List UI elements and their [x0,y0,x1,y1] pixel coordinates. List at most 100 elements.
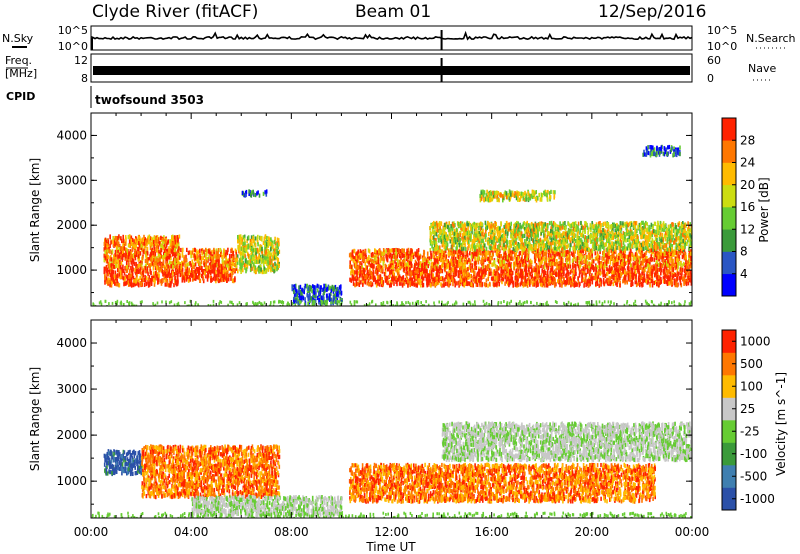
data-cell [354,257,357,262]
data-cell [197,258,199,264]
data-cell [572,252,574,257]
nave-right-tick-bottom: 0 [707,72,714,85]
data-cell [358,255,361,260]
data-cell [158,273,160,278]
data-cell [173,257,175,262]
data-cell [372,259,375,264]
data-cell [120,271,123,276]
data-cell [190,263,192,268]
data-cell [650,278,653,284]
data-cell [236,260,239,265]
data-cell [232,250,234,256]
data-cell [618,252,621,257]
data-cell [147,235,149,240]
data-cell [122,238,125,243]
data-cell [412,254,415,259]
data-cell [335,295,337,300]
data-cell [137,250,139,255]
data-cell [352,256,355,261]
data-cell [157,277,160,282]
data-cell [617,273,620,278]
data-cell [430,254,432,260]
data-cell [560,253,563,258]
data-cell [192,248,194,253]
data-cell [315,294,317,299]
data-cell [671,252,674,257]
data-cell [617,277,620,282]
data-cell [473,266,476,271]
data-cell [170,277,172,282]
nave-right-label: Nave [748,62,776,75]
data-cell [115,254,117,259]
data-cell [148,282,151,287]
data-cell [574,282,577,287]
data-cell [241,258,243,263]
data-cell [330,291,332,297]
data-cell [177,248,179,253]
data-cell [224,268,226,273]
data-cell [672,252,675,257]
data-cell [492,262,494,267]
data-cell [422,253,425,258]
data-cell [681,254,684,260]
data-cell [465,255,468,261]
data-cell [591,259,593,264]
data-cell [274,264,277,269]
data-cell [645,256,648,261]
noise-line [90,30,693,41]
data-cell [453,265,455,270]
data-cell [371,274,373,280]
data-cell [396,248,399,253]
data-cell [139,240,141,245]
data-cell [206,267,209,272]
data-cell [152,240,155,245]
data-cell [489,256,492,261]
data-cell [382,248,385,253]
data-cell [206,251,208,256]
data-cell [349,260,351,265]
data-cell [113,257,116,262]
data-cell [359,280,361,285]
data-cell [606,272,608,277]
data-cell [459,249,461,254]
data-cell [298,289,300,294]
data-cell [398,271,400,276]
data-cell [506,269,508,274]
data-cell [519,273,522,278]
data-cell [613,270,616,275]
data-cell [649,257,652,262]
data-cell [637,258,640,263]
data-cell [271,240,274,245]
data-cell [353,262,356,267]
data-cell [316,288,319,293]
data-cell [465,267,468,272]
date-label: 12/Sep/2016 [598,2,706,22]
data-cell [267,241,269,246]
data-cell [155,241,158,246]
data-cell [188,250,191,255]
data-cell [134,256,137,261]
data-cell [247,260,249,265]
data-cell [589,269,591,274]
data-cell [185,276,188,281]
data-cell [629,262,632,268]
data-cell [545,279,547,284]
data-cell [122,268,125,273]
data-cell [579,263,581,268]
data-cell [684,265,687,270]
data-cell [276,237,279,242]
data-cell [232,270,234,275]
data-cell [429,282,431,287]
data-cell [199,253,201,258]
data-cell [207,273,210,278]
data-cell [594,272,597,277]
data-cell [112,242,115,247]
data-cell [197,261,200,266]
data-cell [536,268,538,273]
data-cell [198,276,201,281]
data-cell [395,248,397,253]
data-cell [647,277,649,282]
data-cell [547,253,550,258]
data-cell [371,264,373,269]
data-cell [128,242,131,247]
